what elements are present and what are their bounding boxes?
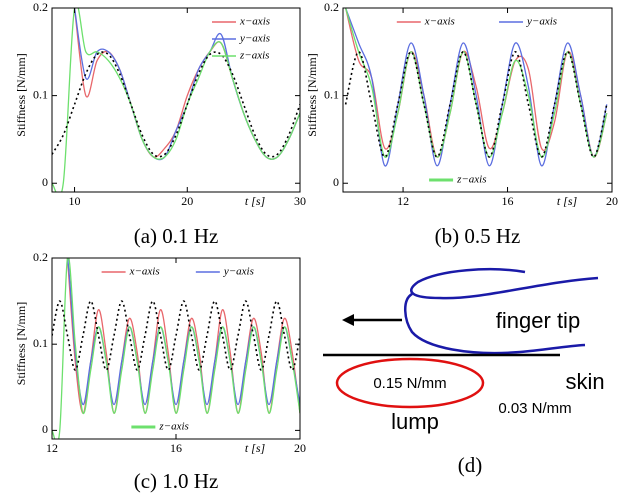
diagram: finger tip 0.15 N/mm skin 0.03 N/mm lump…: [323, 268, 605, 477]
skin-label: skin: [565, 369, 604, 394]
lump-stiffness: 0.15 N/mm: [373, 375, 446, 392]
y-tick-label: 0: [333, 175, 339, 189]
y-tick-label: 0.1: [324, 87, 339, 101]
x-tick-label: 20: [294, 441, 306, 455]
x-axis-label: t [s]: [557, 194, 578, 208]
legend-label: z−axis: [456, 174, 486, 186]
caption: (c) 1.0 Hz: [134, 469, 219, 493]
chart: 0 0.1 0.2 10 20 30 t [s] Stiffness [N/mm] (a) 0.…: [14, 0, 306, 248]
legend-label: y−axis: [239, 33, 270, 45]
legend-label: z−axis: [239, 50, 269, 62]
y-tick-label: 0: [42, 422, 48, 436]
legend-label: x−axis: [424, 16, 455, 28]
data-line: [345, 8, 608, 167]
x-tick-label: 16: [170, 441, 182, 455]
plot-frame: [342, 7, 613, 193]
plot-frame: [51, 257, 301, 440]
x-tick-label: 20: [181, 194, 193, 208]
chart: 0 0.1 0.2 12 16 20 t [s] Stiffness [N/mm] (c) 1.…: [14, 250, 306, 493]
x-tick-label: 12: [397, 194, 409, 208]
caption: (a) 0.1 Hz: [134, 224, 219, 248]
y-tick-label: 0.1: [33, 87, 48, 101]
legend-label: x−axis: [239, 16, 270, 28]
skin-stiffness: 0.03 N/mm: [498, 400, 571, 417]
finger-outline: [404, 268, 599, 355]
legend-label: y−axis: [223, 266, 254, 278]
plot-frame: [51, 7, 301, 193]
data-line: [344, 8, 608, 158]
legend-label: x−axis: [129, 266, 160, 278]
x-tick-label: 20: [606, 194, 618, 208]
y-axis-label: Stiffness [N/mm]: [14, 53, 28, 136]
reference-line: [344, 51, 608, 158]
x-axis-label: t [s]: [245, 194, 266, 208]
legend-label: y−axis: [526, 16, 557, 28]
x-tick-label: 10: [69, 194, 81, 208]
diagram-caption: (d): [458, 453, 483, 477]
x-tick-label: 12: [46, 441, 58, 455]
y-tick-label: 0.1: [33, 336, 48, 350]
y-tick-label: 0.2: [33, 0, 48, 14]
y-tick-label: 0: [42, 175, 48, 189]
arrow-head: [342, 314, 354, 326]
data-line: [52, 258, 300, 439]
chart: 0 0.1 0.2 12 16 20 t [s] Stiffness [N/mm] (b) 0.…: [305, 0, 618, 248]
x-tick-label: 16: [502, 194, 514, 208]
y-axis-label: Stiffness [N/mm]: [14, 302, 28, 385]
legend-label: z−axis: [158, 421, 188, 433]
finger-label: finger tip: [496, 308, 580, 333]
y-tick-label: 0.2: [324, 0, 339, 14]
caption: (b) 0.5 Hz: [435, 224, 521, 248]
x-tick-label: 30: [294, 194, 306, 208]
data-line: [52, 8, 300, 192]
y-axis-label: Stiffness [N/mm]: [305, 53, 319, 136]
data-line: [344, 8, 608, 158]
lump-ellipse: [335, 357, 485, 409]
lump-label: lump: [391, 409, 439, 434]
x-axis-label: t [s]: [245, 441, 266, 455]
data-line: [73, 8, 300, 160]
y-tick-label: 0.2: [33, 250, 48, 264]
data-line: [73, 8, 300, 161]
